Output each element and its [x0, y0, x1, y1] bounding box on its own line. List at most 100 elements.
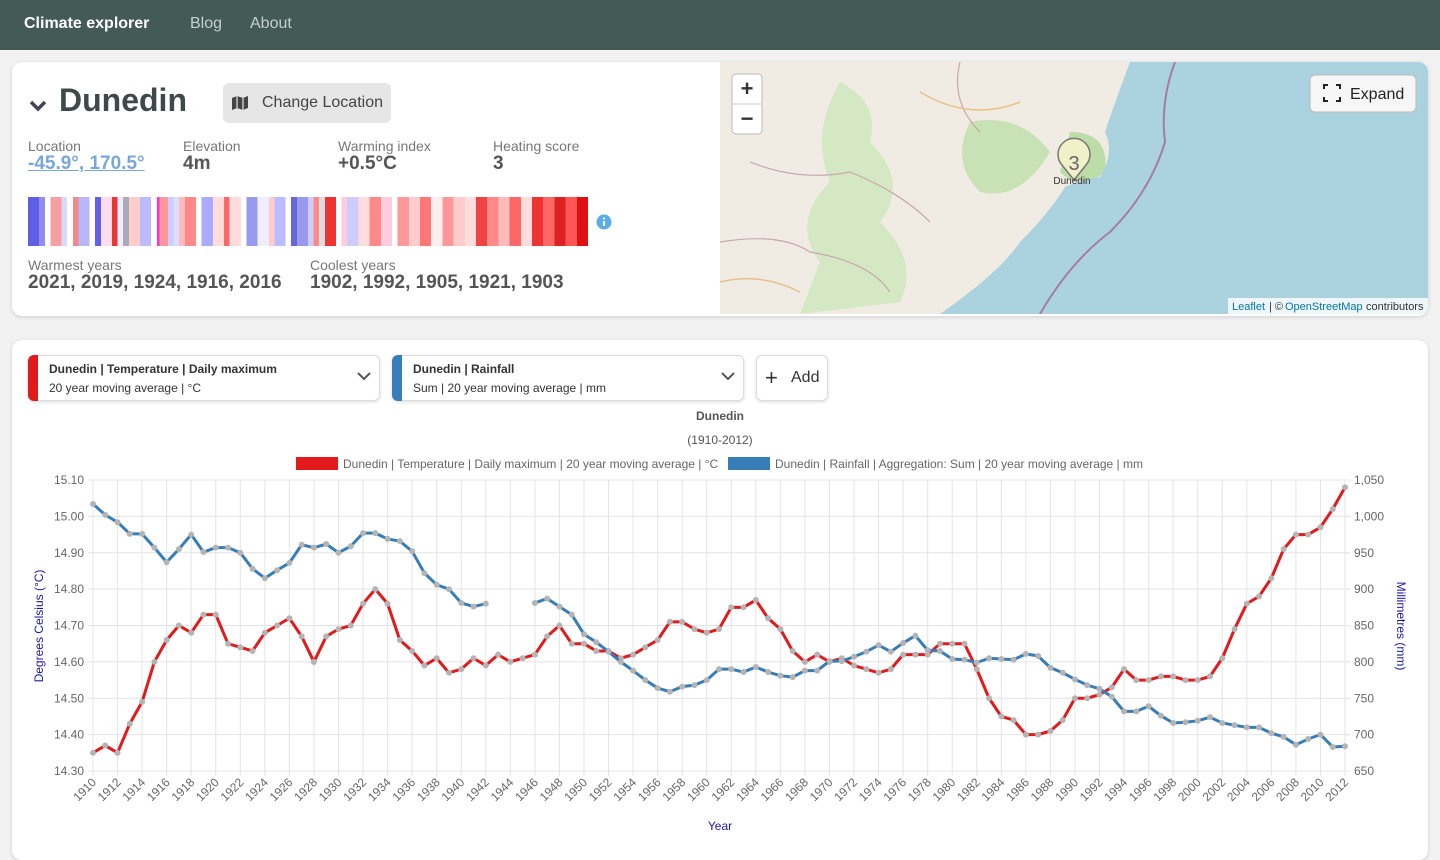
data-point — [703, 677, 710, 684]
data-point — [679, 618, 686, 625]
x-tick-label: 1920 — [193, 775, 222, 804]
data-point — [1047, 664, 1054, 671]
data-point — [789, 647, 796, 654]
zoom-in[interactable]: + — [741, 76, 754, 101]
stat-link[interactable]: -45.9°, 170.5° — [28, 153, 145, 174]
map[interactable]: + − Expand 3 Dunedin Leaflet | © OpenStr… — [720, 62, 1428, 314]
data-point — [961, 640, 968, 647]
data-point — [286, 559, 293, 566]
chevron — [721, 372, 735, 381]
data-point — [482, 662, 489, 669]
x-tick-label: 1960 — [684, 775, 713, 804]
stat-value: 4m — [183, 153, 211, 174]
x-tick-label: 1970 — [807, 775, 836, 804]
x-tick-label: 1984 — [979, 775, 1008, 804]
data-point — [151, 658, 158, 665]
map-icon — [232, 96, 248, 110]
data-point — [642, 677, 649, 684]
data-point — [863, 666, 870, 673]
data-point — [1280, 733, 1287, 740]
data-point — [1022, 650, 1029, 657]
info-icon[interactable] — [596, 214, 612, 230]
x-tick-label: 1946 — [512, 775, 541, 804]
data-point — [1182, 719, 1189, 726]
data-point — [580, 640, 587, 647]
data-point — [507, 658, 514, 665]
x-tick-label: 2006 — [1249, 775, 1278, 804]
nav-link[interactable]: About — [250, 15, 292, 32]
data-point — [458, 666, 465, 673]
map-marker[interactable] — [1057, 137, 1091, 182]
data-point — [863, 648, 870, 655]
data-point — [998, 655, 1005, 662]
data-point — [1133, 708, 1140, 715]
series-selector[interactable]: Dunedin | Temperature | Daily maximum 20… — [28, 355, 380, 401]
data-point — [1108, 693, 1115, 700]
data-point — [1182, 677, 1189, 684]
y-tick-label: 14.70 — [54, 619, 84, 633]
location-name: Dunedin — [59, 82, 187, 118]
x-tick-label: 1926 — [267, 775, 296, 804]
chart: Dunedin (1910-2012) Year Degrees Celsius… — [32, 409, 1408, 833]
collapse-icon[interactable] — [28, 96, 48, 116]
legend-swatch — [296, 457, 338, 470]
x-tick-label: 1922 — [218, 775, 247, 804]
nav-link[interactable]: Blog — [190, 15, 223, 32]
data-point — [1157, 673, 1164, 680]
add-button[interactable]: + Add — [756, 355, 828, 401]
y-tick-label: 14.90 — [54, 546, 84, 560]
x-tick-label: 2000 — [1175, 775, 1204, 804]
data-point — [875, 669, 882, 676]
data-point — [1157, 712, 1164, 719]
data-point — [372, 530, 379, 537]
series-selector[interactable]: Dunedin | Rainfall Sum | 20 year moving … — [392, 355, 744, 401]
data-point — [740, 604, 747, 611]
data-point — [396, 637, 403, 644]
data-point — [433, 655, 440, 662]
x-tick-label: 1938 — [414, 775, 443, 804]
x-tick-label: 1944 — [488, 775, 517, 804]
data-point — [298, 633, 305, 640]
data-point — [310, 658, 317, 665]
x-tick-label: 1928 — [291, 775, 320, 804]
data-point — [630, 651, 637, 658]
stat-label: Elevation — [183, 138, 241, 154]
data-point — [114, 749, 121, 756]
x-tick-label: 1952 — [586, 775, 615, 804]
y-tick-label: 14.80 — [54, 582, 84, 596]
data-point — [900, 639, 907, 646]
change-location-button[interactable]: Change Location — [223, 83, 391, 123]
data-point — [421, 570, 428, 577]
data-point — [544, 595, 551, 602]
attribution-link[interactable]: OpenStreetMap — [1285, 301, 1363, 313]
data-point — [642, 644, 649, 651]
y2-tick-label: 650 — [1354, 764, 1374, 778]
x-tick-label: 1996 — [1126, 775, 1155, 804]
data-point — [1121, 666, 1128, 673]
data-point — [568, 611, 575, 618]
data-point — [924, 647, 931, 654]
y2-axis-label: Millimetres (mm) — [1394, 582, 1408, 671]
selector-title: Dunedin | Temperature | Daily maximum — [49, 362, 277, 376]
legend-label: Dunedin | Temperature | Daily maximum | … — [343, 457, 719, 471]
coolest-label: Coolest years — [310, 257, 396, 273]
x-tick-label: 2002 — [1200, 775, 1229, 804]
legend-label: Dunedin | Rainfall | Aggregation: Sum | … — [775, 457, 1143, 471]
zoom-out[interactable]: − — [741, 106, 754, 131]
x-tick-label: 1988 — [1028, 775, 1057, 804]
data-point — [973, 666, 980, 673]
legend-swatch — [728, 457, 770, 470]
brand[interactable]: Climate explorer — [24, 15, 150, 32]
y2-tick-label: 750 — [1354, 691, 1374, 705]
y-tick-label: 14.60 — [54, 655, 84, 669]
y-tick-label: 14.30 — [54, 764, 84, 778]
data-point — [728, 666, 735, 673]
navbar: Climate explorer Blog About — [0, 0, 1440, 50]
data-point — [163, 559, 170, 566]
x-tick-label: 1932 — [340, 775, 369, 804]
x-tick-label: 1994 — [1101, 775, 1130, 804]
data-point — [1206, 714, 1213, 721]
attribution-link[interactable]: Leaflet — [1232, 301, 1265, 313]
data-point — [1145, 677, 1152, 684]
